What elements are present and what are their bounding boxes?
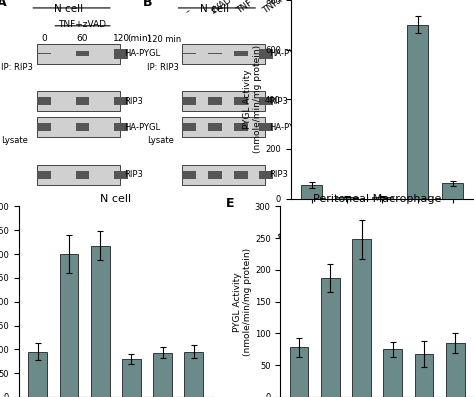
FancyBboxPatch shape: [259, 123, 273, 131]
Bar: [301, 185, 322, 198]
Text: N cell: N cell: [200, 4, 228, 14]
Y-axis label: PYGL Activity
(nmole/min/mg protein): PYGL Activity (nmole/min/mg protein): [243, 45, 262, 153]
Text: RIP3: RIP3: [269, 170, 288, 179]
Bar: [442, 183, 464, 198]
FancyBboxPatch shape: [37, 117, 120, 137]
Bar: [60, 254, 78, 397]
FancyBboxPatch shape: [76, 171, 90, 179]
FancyBboxPatch shape: [182, 123, 196, 131]
Bar: [337, 197, 357, 198]
FancyBboxPatch shape: [208, 171, 222, 179]
Bar: [383, 349, 402, 397]
FancyBboxPatch shape: [37, 53, 51, 54]
FancyBboxPatch shape: [182, 91, 265, 111]
FancyBboxPatch shape: [208, 97, 222, 105]
Text: HA-PYGL: HA-PYGL: [124, 123, 160, 131]
FancyBboxPatch shape: [37, 171, 51, 179]
Text: Lysate: Lysate: [1, 137, 28, 145]
FancyBboxPatch shape: [76, 123, 90, 131]
Bar: [290, 347, 309, 397]
Text: 0: 0: [41, 34, 47, 43]
FancyBboxPatch shape: [259, 171, 273, 179]
FancyBboxPatch shape: [182, 171, 196, 179]
FancyBboxPatch shape: [182, 117, 265, 137]
FancyBboxPatch shape: [37, 165, 120, 185]
FancyBboxPatch shape: [182, 44, 265, 64]
Text: E: E: [226, 197, 235, 210]
Text: 120: 120: [112, 34, 130, 43]
Text: RIP3: RIP3: [269, 97, 288, 106]
FancyBboxPatch shape: [234, 51, 247, 56]
FancyBboxPatch shape: [234, 123, 247, 131]
FancyBboxPatch shape: [37, 44, 120, 64]
FancyBboxPatch shape: [114, 97, 128, 105]
Bar: [372, 197, 393, 198]
Text: A: A: [0, 0, 7, 9]
Text: –: –: [184, 6, 193, 16]
Bar: [122, 359, 141, 397]
FancyBboxPatch shape: [37, 91, 120, 111]
Text: N cell: N cell: [54, 4, 83, 14]
FancyBboxPatch shape: [234, 97, 247, 105]
Text: HA-PYGL: HA-PYGL: [124, 49, 160, 58]
Bar: [446, 343, 465, 397]
Text: Lysate: Lysate: [146, 137, 173, 145]
Text: C: C: [257, 0, 266, 3]
Bar: [91, 245, 109, 397]
FancyBboxPatch shape: [37, 97, 51, 105]
FancyBboxPatch shape: [182, 165, 265, 185]
FancyBboxPatch shape: [234, 171, 247, 179]
Bar: [407, 25, 428, 198]
Y-axis label: PYGL Activity
(nmole/min/mg protein): PYGL Activity (nmole/min/mg protein): [233, 248, 252, 356]
Text: HA-PYGL: HA-PYGL: [269, 123, 305, 131]
FancyBboxPatch shape: [208, 123, 222, 131]
Text: IP: RIP3: IP: RIP3: [146, 63, 179, 72]
FancyBboxPatch shape: [114, 171, 128, 179]
FancyBboxPatch shape: [114, 123, 128, 131]
FancyBboxPatch shape: [114, 49, 128, 58]
Bar: [28, 352, 47, 397]
Title: N cell: N cell: [100, 194, 131, 204]
Bar: [415, 354, 433, 397]
FancyBboxPatch shape: [208, 53, 222, 54]
Text: 60: 60: [77, 34, 88, 43]
FancyBboxPatch shape: [259, 49, 273, 58]
Text: TNF: TNF: [236, 0, 255, 16]
Text: zVAD: zVAD: [210, 0, 234, 16]
Text: RIP3: RIP3: [124, 170, 143, 179]
FancyBboxPatch shape: [182, 53, 196, 54]
Bar: [153, 353, 172, 397]
Text: (min): (min): [127, 34, 151, 43]
FancyBboxPatch shape: [182, 97, 196, 105]
Text: 120 min: 120 min: [146, 35, 181, 44]
Bar: [184, 352, 203, 397]
FancyBboxPatch shape: [76, 97, 90, 105]
Bar: [321, 278, 340, 397]
Text: TNF+zVAD: TNF+zVAD: [59, 20, 107, 29]
Text: B: B: [143, 0, 152, 9]
Text: IP: RIP3: IP: RIP3: [1, 63, 33, 72]
FancyBboxPatch shape: [259, 97, 273, 105]
Text: RIP3: RIP3: [124, 97, 143, 106]
Bar: [352, 239, 371, 397]
FancyBboxPatch shape: [76, 51, 90, 56]
FancyBboxPatch shape: [37, 123, 51, 131]
Text: TNF+zVAD: TNF+zVAD: [261, 0, 306, 16]
Title: Peritoneal Macrophage: Peritoneal Macrophage: [313, 194, 441, 204]
Text: HA-PYGL: HA-PYGL: [269, 49, 305, 58]
